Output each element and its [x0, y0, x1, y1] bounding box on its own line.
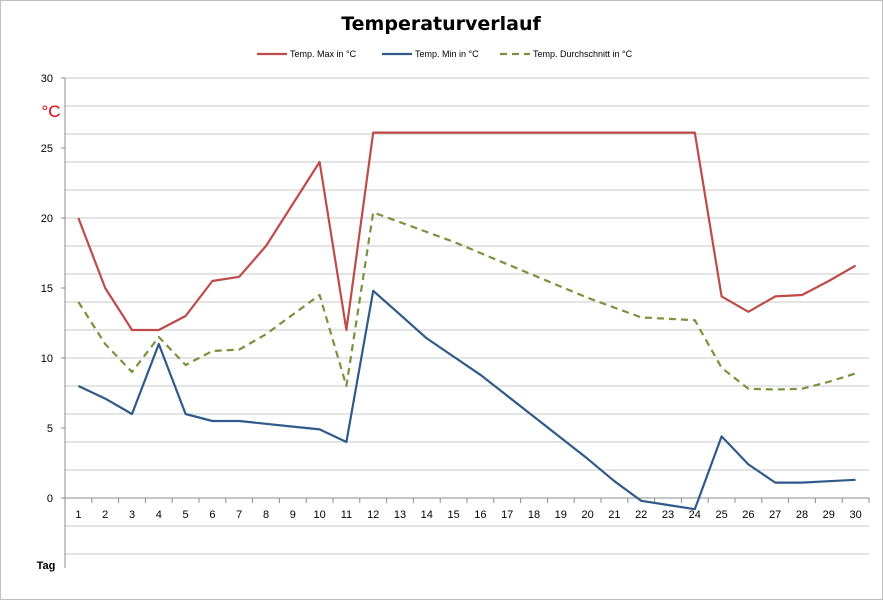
x-tick-label: 21	[608, 509, 620, 521]
x-tick-label: 28	[796, 509, 808, 521]
legend-label: Temp. Max in °C	[290, 49, 357, 59]
x-tick-label: 15	[447, 509, 459, 521]
y-axis-label: °C	[41, 102, 60, 121]
x-tick-label: 5	[183, 509, 189, 521]
x-tick-label: 8	[263, 509, 269, 521]
x-tick-label: 24	[689, 509, 701, 521]
y-tick-label: 5	[47, 423, 53, 435]
x-tick-label: 13	[394, 509, 406, 521]
x-tick-label: 22	[635, 509, 647, 521]
x-tick-label: 10	[313, 509, 325, 521]
x-tick-label: 29	[823, 509, 835, 521]
x-tick-label: 16	[474, 509, 486, 521]
y-tick-labels: 0 5 10 15 20 25 30	[41, 73, 53, 505]
legend-label: Temp. Durchschnitt in °C	[533, 49, 633, 59]
legend: Temp. Max in °C Temp. Min in °C Temp. Durc…	[257, 49, 633, 59]
x-axis-label: Tag	[37, 560, 56, 572]
y-tick-label: 20	[41, 213, 53, 225]
axes	[61, 77, 870, 568]
chart-title: Temperaturverlauf	[341, 13, 541, 35]
x-tick-label: 7	[236, 509, 242, 521]
x-tick-label: 20	[581, 509, 593, 521]
series-line	[77, 289, 856, 511]
series-line	[77, 131, 857, 332]
x-tick-label: 1	[75, 509, 81, 521]
series-lines	[77, 131, 857, 511]
x-tick-label: 23	[662, 509, 674, 521]
x-tick-label: 17	[501, 509, 513, 521]
x-tick-label: 4	[156, 509, 162, 521]
x-tick-label: 2	[102, 509, 108, 521]
x-tick-label: 25	[715, 509, 727, 521]
legend-label: Temp. Min in °C	[415, 49, 479, 59]
x-tick-labels: 1 2 3 4 5 6 7 8 9 10 11 12 13 14 15 16 17 18 19 20 21 22 23 24 2…	[75, 509, 861, 521]
series-line	[77, 211, 856, 391]
x-tick-label: 27	[769, 509, 781, 521]
x-tick-label: 9	[290, 509, 296, 521]
y-tick-label: 10	[41, 353, 53, 365]
x-tick-label: 12	[367, 509, 379, 521]
x-tick-label: 6	[209, 509, 215, 521]
y-tick-label: 30	[41, 73, 53, 85]
x-tick-label: 11	[341, 509, 352, 521]
x-tick-label: 30	[849, 509, 861, 521]
x-tick-label: 26	[742, 509, 754, 521]
y-tick-label: 0	[47, 493, 53, 505]
x-tick-label: 19	[555, 509, 567, 521]
x-tick-label: 3	[129, 509, 135, 521]
x-tick-label: 18	[528, 509, 540, 521]
y-tick-label: 15	[41, 283, 53, 295]
gridlines	[65, 77, 869, 555]
y-tick-label: 25	[41, 143, 53, 155]
x-tick-label: 14	[421, 509, 433, 521]
